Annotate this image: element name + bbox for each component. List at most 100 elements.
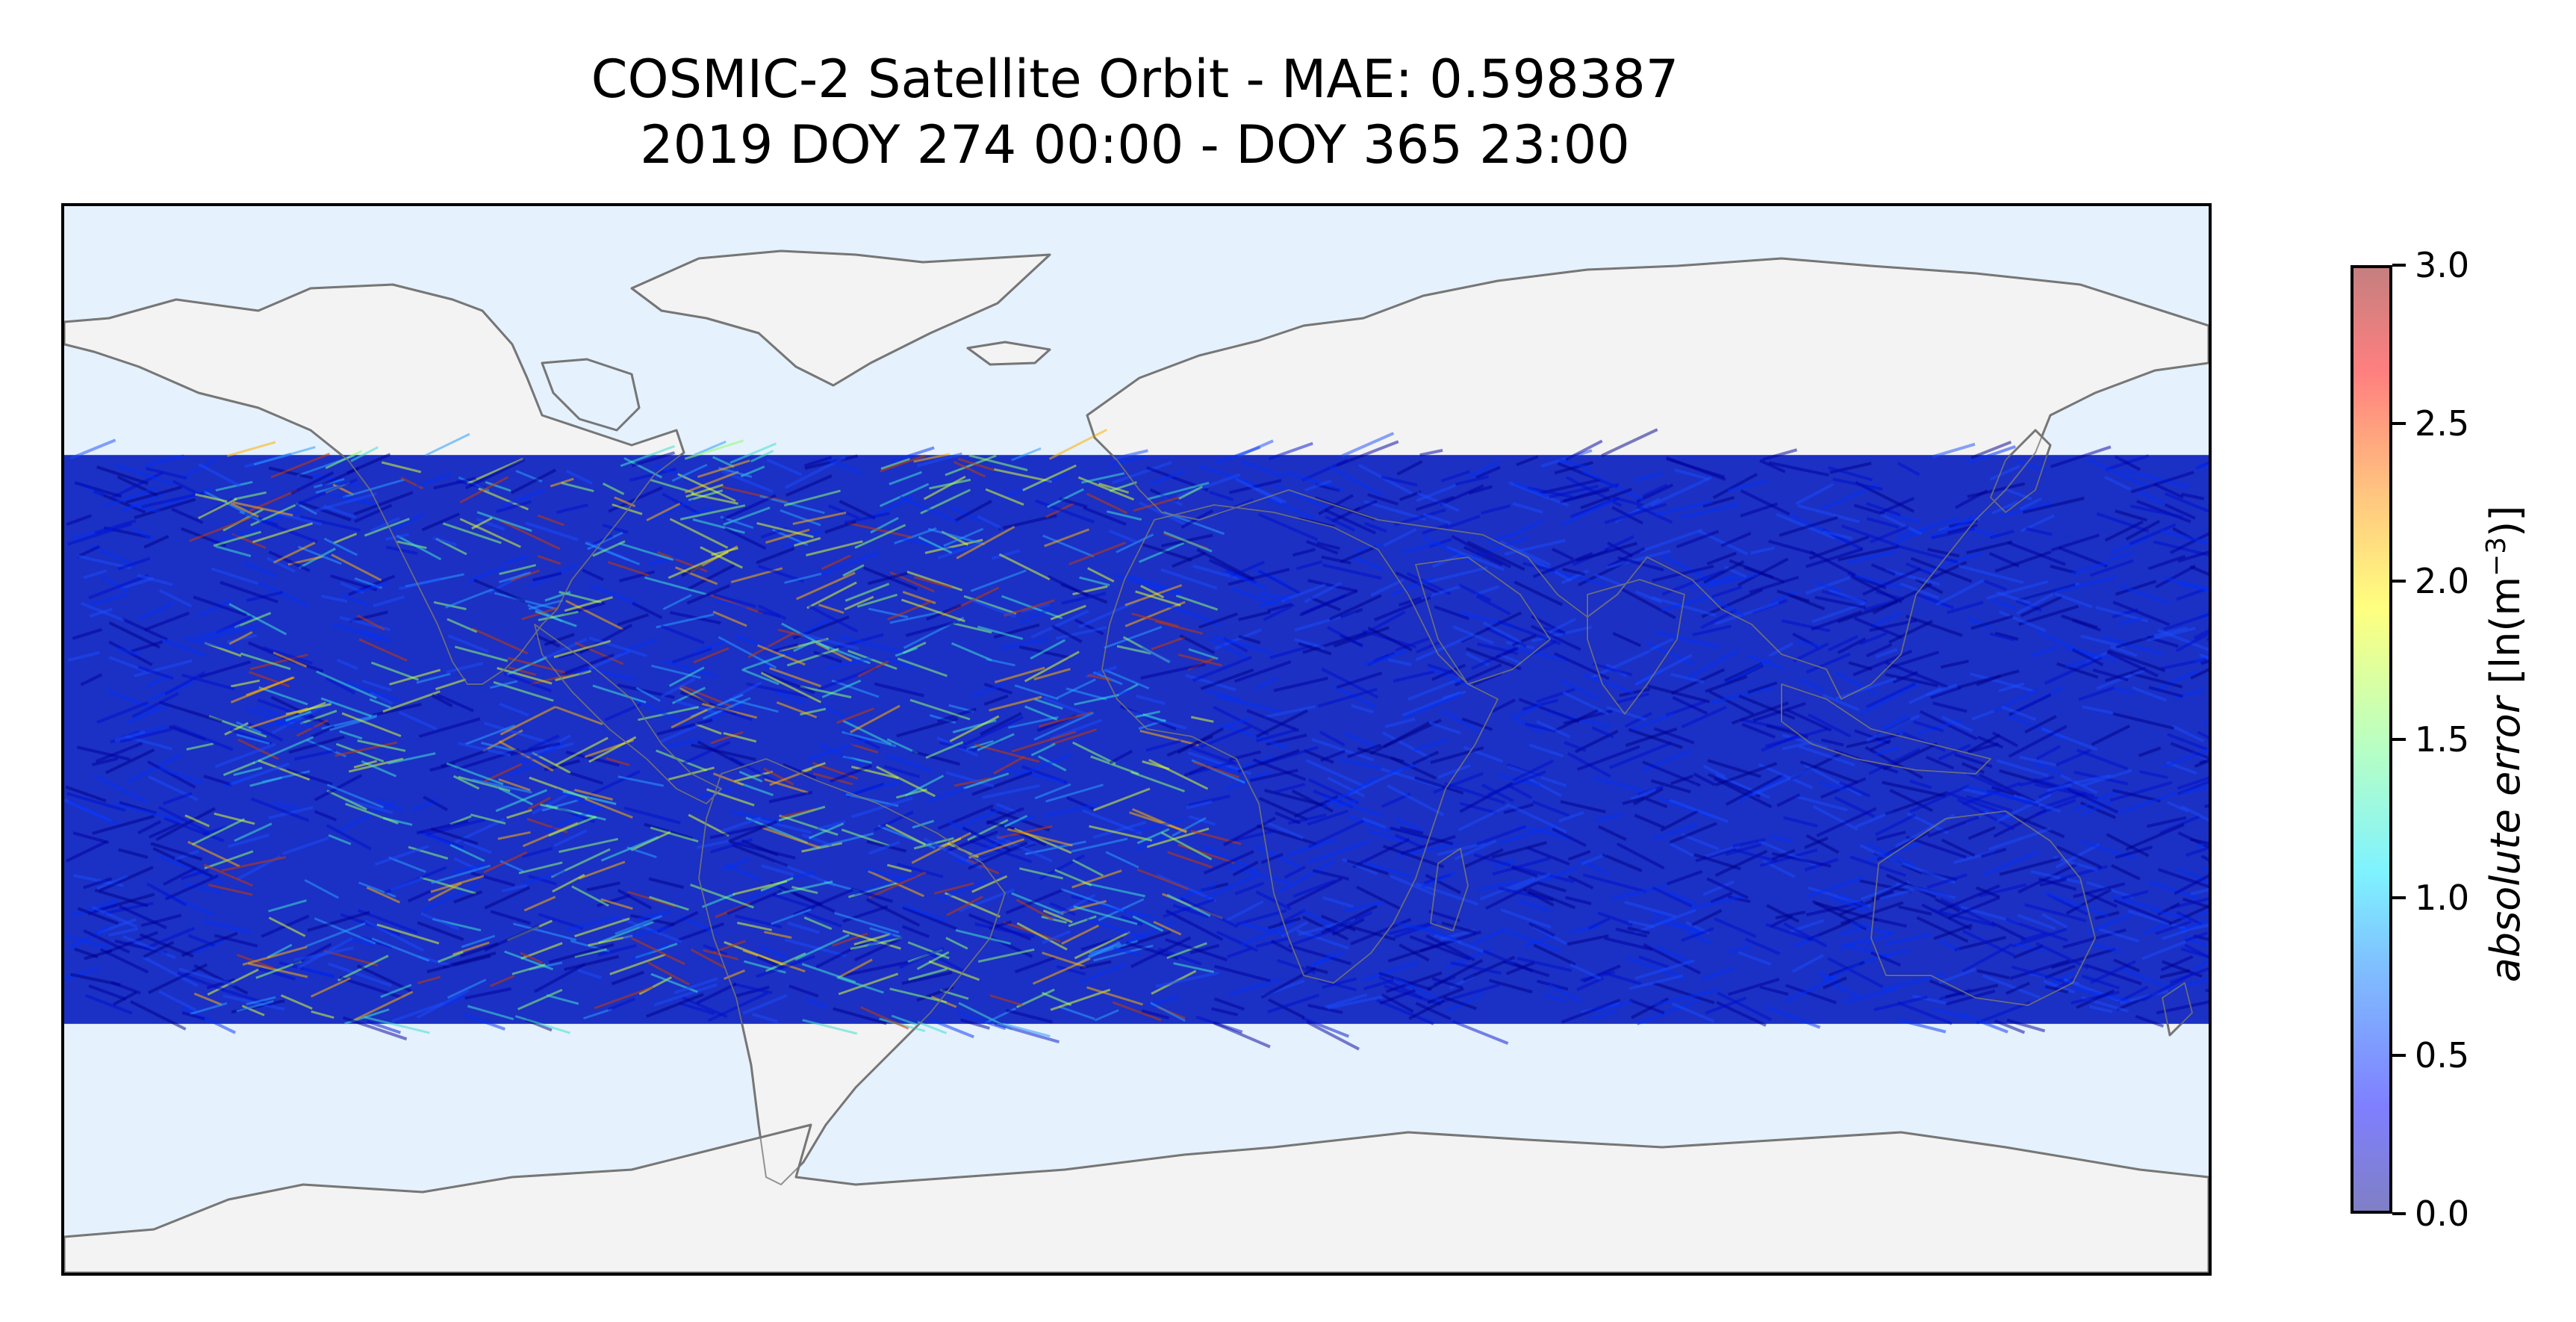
track-segment — [180, 527, 227, 547]
track-segment — [1475, 595, 1511, 616]
track-segment — [762, 826, 821, 849]
track-segment — [1576, 976, 1604, 992]
track-segment — [508, 759, 550, 777]
track-segment — [1294, 638, 1325, 650]
track-segment — [1312, 869, 1349, 881]
track-segment — [1047, 574, 1089, 598]
track-segment — [1001, 637, 1048, 650]
track-segment — [735, 878, 792, 907]
track-segment — [815, 939, 869, 969]
track-segment — [1468, 460, 1501, 479]
track-segment — [669, 518, 729, 549]
track-segment — [1764, 727, 1829, 748]
track-segment — [1048, 428, 1107, 460]
track-segment — [592, 684, 647, 704]
track-segment — [623, 806, 681, 825]
track-segment — [623, 926, 670, 940]
track-segment — [1232, 860, 1259, 877]
track-segment — [996, 825, 1053, 840]
track-segment — [1458, 583, 1492, 602]
track-segment — [1388, 763, 1418, 775]
track-segment — [1045, 803, 1099, 818]
track-segment — [991, 549, 1021, 560]
track-segment — [662, 660, 718, 679]
greenland — [631, 250, 1051, 386]
track-segment — [1876, 831, 1906, 841]
track-segment — [1246, 709, 1300, 732]
track-segment — [1511, 864, 1575, 884]
track-segment — [506, 656, 547, 676]
track-segment — [1311, 738, 1375, 762]
track-segment — [523, 869, 566, 886]
track-segment — [1136, 828, 1170, 845]
track-segment — [1905, 835, 1967, 859]
track-segment — [957, 457, 995, 471]
track-segment — [927, 527, 986, 546]
track-segment — [709, 824, 766, 840]
track-segment — [1785, 975, 1838, 1003]
track-segment — [949, 715, 1000, 742]
track-segment — [336, 658, 359, 671]
track-segment — [1171, 884, 1216, 903]
track-segment — [597, 920, 654, 944]
track-segment — [281, 837, 329, 856]
track-segment — [1140, 662, 1206, 680]
track-segment — [398, 577, 442, 591]
track-segment — [1558, 810, 1584, 823]
track-segment — [76, 745, 131, 761]
track-segment — [510, 569, 540, 582]
track-segment — [606, 757, 630, 766]
track-segment — [1002, 1022, 1051, 1037]
track-segment — [181, 868, 209, 881]
track-segment — [1811, 610, 1862, 631]
track-segment — [1433, 772, 1484, 794]
track-segment — [1602, 971, 1642, 986]
track-segment — [1681, 833, 1720, 851]
track-segment — [1558, 458, 1593, 471]
track-segment — [273, 541, 316, 564]
track-segment — [99, 948, 149, 974]
track-segment — [2015, 943, 2045, 953]
track-segment — [1427, 663, 1459, 677]
track-segment — [203, 919, 252, 934]
track-segment — [1298, 642, 1332, 656]
track-segment — [1885, 791, 1948, 816]
track-segment — [561, 654, 615, 676]
track-segment — [1074, 618, 1104, 636]
track-segment — [1740, 718, 1792, 732]
track-segment — [337, 800, 396, 834]
track-segment — [1560, 800, 1606, 814]
track-segment — [1759, 459, 1786, 474]
colorbar-tick — [2392, 580, 2406, 583]
track-segment — [747, 631, 795, 659]
track-segment — [722, 494, 777, 521]
track-segment — [523, 896, 556, 912]
track-segment — [768, 790, 813, 804]
track-segment — [1711, 585, 1743, 598]
track-segment — [1263, 704, 1316, 719]
track-segment — [1433, 934, 1462, 944]
track-segment — [1632, 787, 1664, 806]
track-segment — [421, 882, 481, 913]
track-segment — [544, 591, 571, 602]
track-segment — [438, 951, 464, 963]
colorbar-tick-label: 1.5 — [2415, 719, 2470, 760]
track-segment — [1378, 972, 1432, 991]
track-segment — [270, 453, 330, 479]
track-segment — [2147, 627, 2196, 642]
track-segment — [993, 623, 1040, 639]
track-segment — [202, 825, 228, 837]
track-segment — [1336, 671, 1383, 689]
track-segment — [1327, 994, 1384, 1010]
track-segment — [1875, 813, 1916, 837]
track-segment — [806, 737, 870, 761]
track-segment — [346, 453, 391, 475]
track-segment — [1321, 555, 1351, 565]
track-segment — [645, 993, 704, 1018]
track-segment — [2148, 686, 2183, 698]
track-segment — [885, 823, 927, 846]
track-segment — [794, 934, 850, 961]
antarctica — [64, 1124, 2209, 1273]
track-segment — [1846, 733, 1900, 748]
track-segment — [800, 685, 852, 699]
